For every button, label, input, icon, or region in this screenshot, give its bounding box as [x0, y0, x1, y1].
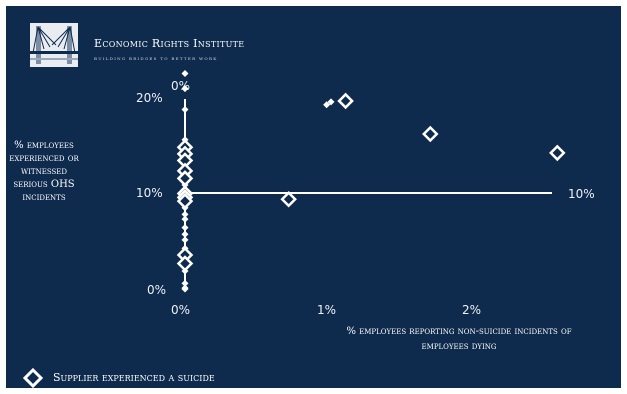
x-tick-label: 0% [171, 303, 191, 317]
data-point-solid [181, 279, 189, 287]
data-point-solid [181, 285, 189, 293]
data-point-solid [181, 230, 189, 238]
y-tick-label: 10% [136, 186, 163, 200]
data-point-hollow [549, 144, 566, 162]
data-point-hollow [176, 192, 194, 210]
x-tick-label: 1% [317, 303, 337, 317]
data-point-hollow [176, 170, 194, 187]
scatter-plot [176, 70, 566, 293]
legend-diamond-icon [23, 368, 43, 388]
y-tick-label: 20% [136, 91, 163, 105]
legend-label: Supplier experienced a suicide [53, 371, 215, 384]
y-axis-title: % employees experienced or witnessed ser… [9, 140, 79, 203]
data-point-solid [323, 101, 331, 109]
x-tick-label: 2% [462, 303, 482, 317]
data-point-hollow [337, 92, 354, 110]
chart-panel: Economic Rights Institute Building bridg… [6, 6, 621, 388]
data-point-solid [327, 98, 335, 106]
org-tagline: Building bridges to better work [94, 56, 218, 61]
data-point-hollow [176, 255, 194, 272]
data-point-hollow [280, 190, 297, 208]
data-point-solid [181, 215, 189, 223]
org-name: Economic Rights Institute [94, 37, 245, 50]
data-point-solid [181, 85, 189, 93]
data-point-solid [181, 236, 189, 244]
x-axis-title: % employees reporting non-suicide incide… [346, 326, 572, 352]
y-tick-label: 0% [147, 283, 167, 297]
data-point-hollow [422, 125, 439, 143]
data-point-solid [181, 210, 189, 218]
bridge-logo-icon [30, 23, 78, 67]
data-point-solid [181, 105, 189, 113]
data-point-solid [181, 70, 189, 78]
data-point-solid [181, 224, 189, 232]
right-extra-tick-label: 10% [568, 187, 595, 201]
